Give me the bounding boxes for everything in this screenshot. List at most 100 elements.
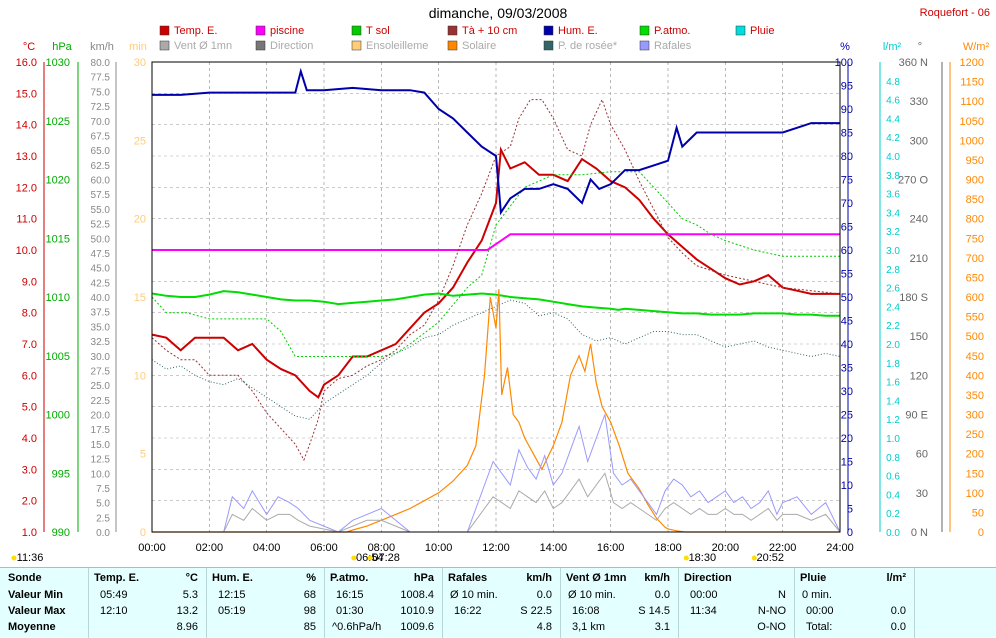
minutes-tick-label: 0 — [140, 527, 146, 539]
summary-header: Direction — [684, 572, 732, 584]
legend-label: Direction — [270, 40, 313, 52]
summary-header: Rafales — [448, 572, 488, 584]
cell-time: Ø 10 min. — [450, 589, 498, 601]
solar-tick-label: 50 — [972, 507, 984, 519]
wind-tick-label: 15.0 — [91, 440, 111, 451]
rain-tick-label: 0.4 — [886, 490, 900, 501]
solar-tick-label: 200 — [966, 449, 984, 461]
cell-value: 0.0 — [890, 605, 906, 617]
rain-tick-label: 0.0 — [886, 528, 900, 539]
dir-tick-label: 0 N — [911, 527, 928, 539]
summary-unit: °C — [185, 572, 198, 584]
x-tick-label: 16:00 — [597, 542, 625, 554]
rain-tick-label: 4.4 — [886, 114, 900, 125]
x-tick-label: 22:00 — [769, 542, 797, 554]
summary-col-dir: Direction 00:00 N 11:34 N-NO O-NO — [678, 568, 795, 638]
legend-swatch — [255, 40, 266, 51]
x-tick-label: 08:00 — [368, 542, 396, 554]
wind-tick-label: 40.0 — [91, 293, 111, 304]
temp-tick-label: 15.0 — [16, 88, 37, 100]
hum-axis-unit: % — [840, 41, 850, 53]
cell-time: 11:34 — [690, 605, 717, 617]
summary-unit: % — [306, 572, 316, 584]
wind-tick-label: 57.5 — [91, 190, 111, 201]
hum-tick-label: 65 — [841, 222, 853, 234]
temp-tick-label: 3.0 — [22, 464, 37, 476]
solar-tick-label: 600 — [966, 292, 984, 304]
solar-tick-label: 900 — [966, 175, 984, 187]
temp-axis-unit: °C — [23, 41, 35, 53]
cell-value: 13.2 — [176, 605, 198, 617]
solar-tick-label: 1050 — [960, 116, 984, 128]
hum-tick-label: 80 — [841, 151, 853, 163]
wind-tick-label: 75.0 — [91, 87, 111, 98]
solar-tick-label: 0 — [978, 527, 984, 539]
solar-tick-label: 1150 — [960, 77, 984, 89]
wind-tick-label: 2.5 — [96, 513, 110, 524]
cell-time: 16:08 — [572, 605, 600, 617]
hum-tick-label: 15 — [841, 457, 853, 469]
summary-header: Pluie — [800, 572, 827, 584]
hum-tick-label: 35 — [841, 363, 853, 375]
legend-label: piscine — [270, 25, 304, 37]
solar-tick-label: 350 — [966, 390, 984, 402]
press-tick-label: 1010 — [46, 292, 70, 304]
legend-label: Temp. E. — [174, 25, 217, 37]
legend-swatch — [639, 40, 650, 51]
dir-tick-label: 360 N — [899, 57, 928, 69]
solar-tick-label: 650 — [966, 272, 984, 284]
hum-tick-label: 50 — [841, 292, 853, 304]
solar-tick-label: 300 — [966, 410, 984, 422]
legend-swatch — [447, 25, 458, 36]
press-tick-label: 990 — [52, 527, 70, 539]
wind-tick-label: 62.5 — [91, 161, 111, 172]
wind-tick-label: 52.5 — [91, 220, 111, 231]
time-marker-label: 11:36 — [17, 552, 44, 564]
wind-tick-label: 45.0 — [91, 264, 111, 275]
rain-tick-label: 2.0 — [886, 340, 900, 351]
hum-tick-label: 45 — [841, 316, 853, 328]
temp-tick-label: 2.0 — [22, 496, 37, 508]
cell-time: 00:00 — [806, 605, 834, 617]
wind-tick-label: 50.0 — [91, 234, 111, 245]
hum-tick-label: 40 — [841, 339, 853, 351]
summary-header: Sonde — [8, 572, 42, 584]
series-solaire — [152, 289, 840, 533]
minutes-tick-label: 25 — [134, 135, 146, 147]
wind-tick-label: 27.5 — [91, 366, 111, 377]
dir-tick-label: 240 — [910, 214, 928, 226]
solar-tick-label: 950 — [966, 155, 984, 167]
solar-tick-label: 1000 — [960, 135, 984, 147]
summary-col-temp: Temp. E. °C 05:49 5.3 12:10 13.2 8.96 — [88, 568, 207, 638]
summary-col-hum: Hum. E. % 12:15 68 05:19 98 85 — [206, 568, 325, 638]
solar-tick-label: 100 — [966, 488, 984, 500]
cell-value: 1008.4 — [400, 589, 434, 601]
hum-tick-label: 95 — [841, 81, 853, 93]
solar-tick-label: 750 — [966, 233, 984, 245]
legend-swatch — [159, 25, 170, 36]
row-label: Valeur Max — [8, 605, 66, 617]
time-marker-dot — [351, 555, 357, 561]
summary-header: P.atmo. — [330, 572, 369, 584]
time-marker-dot — [367, 555, 373, 561]
series-p-atmo- — [151, 290, 840, 317]
legend-label: Ensoleilleme — [366, 40, 428, 52]
legend-label: Rafales — [654, 40, 692, 52]
legend-label: Pluie — [750, 25, 774, 37]
rain-tick-label: 2.4 — [886, 302, 900, 313]
temp-tick-label: 1.0 — [22, 527, 37, 539]
hum-tick-label: 60 — [841, 245, 853, 257]
rain-tick-label: 0.2 — [886, 509, 900, 520]
solar-tick-label: 700 — [966, 253, 984, 265]
temp-tick-label: 12.0 — [16, 182, 37, 194]
rain-tick-label: 3.0 — [886, 246, 900, 257]
cell-time: Total: — [806, 621, 833, 633]
temp-tick-label: 13.0 — [16, 151, 37, 163]
solar-tick-label: 400 — [966, 370, 984, 382]
cell-value: 8.96 — [176, 621, 198, 633]
press-axis-unit: hPa — [52, 41, 72, 53]
wind-tick-label: 37.5 — [91, 308, 111, 319]
minutes-tick-label: 10 — [134, 370, 146, 382]
wind-tick-label: 72.5 — [91, 102, 111, 113]
temp-tick-label: 11.0 — [16, 214, 37, 226]
